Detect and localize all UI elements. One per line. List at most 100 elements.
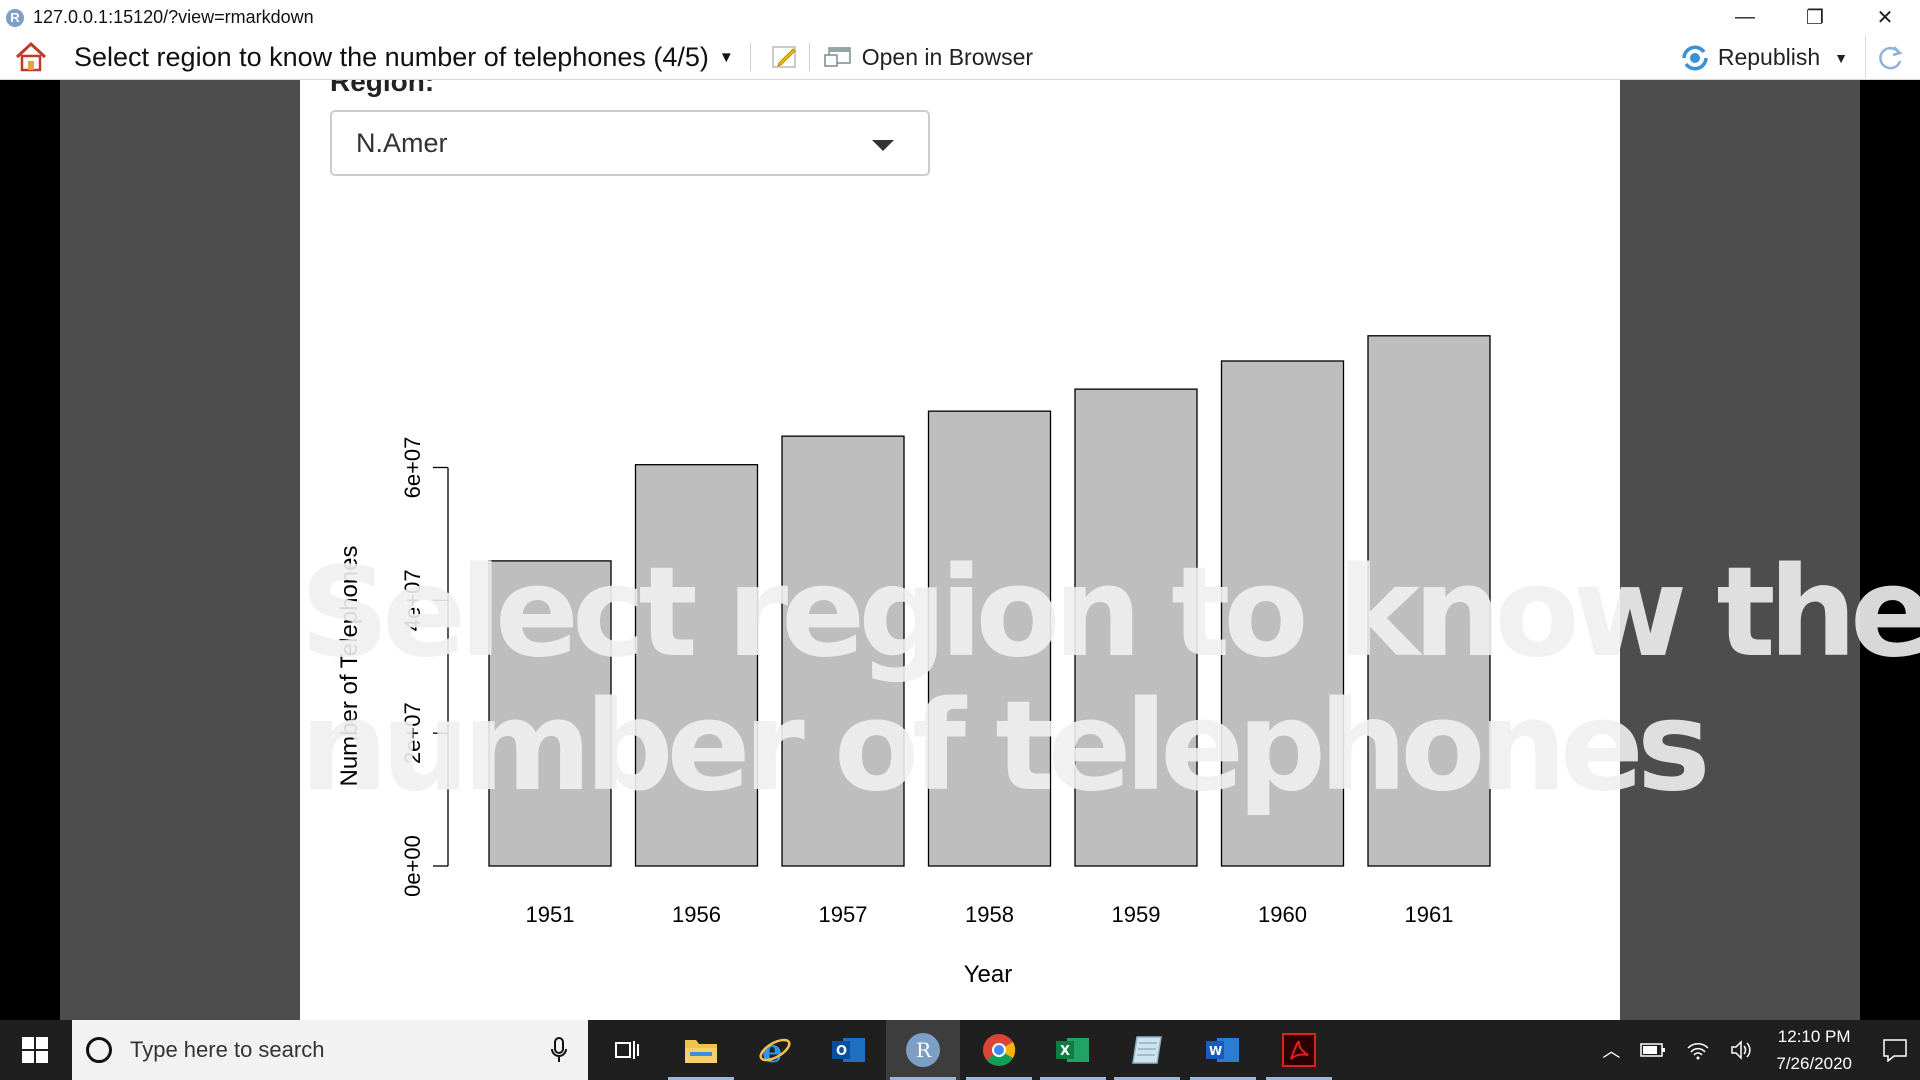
republish-button[interactable]: Republish ▼ (1680, 35, 1848, 80)
home-icon (15, 41, 47, 72)
microphone-icon[interactable] (550, 1036, 568, 1064)
svg-text:X: X (1060, 1044, 1070, 1059)
taskbar-r[interactable]: R (886, 1020, 960, 1080)
bar-1958 (927, 410, 1052, 867)
bar-1959 (1074, 388, 1198, 867)
taskbar-file-explorer[interactable] (664, 1020, 738, 1080)
browser-window-icon (824, 47, 851, 67)
chrome-icon (983, 1034, 1016, 1066)
home-button[interactable] (12, 38, 50, 76)
edit-button[interactable] (769, 42, 801, 72)
republish-label: Republish (1717, 44, 1821, 70)
r-logo-icon: R (6, 8, 24, 27)
open-in-browser-label: Open in Browser (861, 43, 1034, 70)
internet-explorer-icon: e (759, 1033, 791, 1067)
wifi-icon[interactable] (1686, 1040, 1710, 1060)
y-tick-label: 2e+07 (400, 702, 425, 764)
slide-navigator[interactable]: Select region to know the number of tele… (74, 42, 734, 73)
clock-time: 12:10 PM (1777, 1027, 1851, 1046)
acrobat-icon (1282, 1033, 1316, 1067)
viewer-content: Region: N.Amer 1951 1956 1957 1958 1959 1960 1… (0, 80, 1920, 1020)
bar-1960 (1220, 360, 1345, 867)
doc-title: Select region to know the number of tele… (74, 41, 709, 72)
x-tick-label: 1958 (965, 902, 1014, 927)
dropdown-arrow-icon (872, 140, 894, 151)
window-url: 127.0.0.1:15120/?view=rmarkdown (33, 7, 314, 27)
y-axis-title: Number of Telephones (336, 545, 363, 786)
y-tick-label: 4e+07 (400, 569, 425, 631)
x-axis-title: Year (964, 961, 1013, 988)
system-clock[interactable]: 12:10 PM 7/26/2020 (1776, 1023, 1852, 1077)
bar-1956 (634, 464, 759, 867)
open-in-browser-button[interactable]: Open in Browser (824, 44, 1033, 71)
refresh-icon (1879, 45, 1903, 69)
task-view-button[interactable] (590, 1020, 664, 1080)
running-indicator (1190, 1077, 1256, 1080)
taskbar: Type here to search e O (0, 1020, 1920, 1080)
x-tick-label: 1959 (1112, 902, 1161, 927)
bar-1951 (488, 560, 612, 867)
telephones-bar-chart: 1951 1956 1957 1958 1959 1960 1961 0e+00 2e+07 4e… (336, 335, 1491, 988)
search-placeholder: Type here to search (130, 1037, 325, 1062)
system-tray: ︿ 12:10 PM 7/26/2020 (1592, 1020, 1920, 1080)
taskbar-notes-app[interactable] (1110, 1020, 1184, 1080)
viewer-toolbar: Select region to know the number of tele… (0, 35, 1920, 80)
window-title-bar: R 127.0.0.1:15120/?view=rmarkdown — ❐ ✕ (0, 0, 1920, 35)
taskbar-excel[interactable]: X (1036, 1020, 1110, 1080)
folder-icon (685, 1040, 717, 1063)
start-button[interactable] (0, 1020, 70, 1080)
volume-icon[interactable] (1730, 1040, 1752, 1060)
cortana-icon (86, 1037, 112, 1063)
close-button[interactable]: ✕ (1876, 7, 1894, 29)
taskbar-search[interactable]: Type here to search (72, 1020, 588, 1080)
outlook-icon: O (832, 1038, 865, 1062)
svg-text:R: R (916, 1038, 932, 1062)
y-tick-label: 0e+00 (400, 835, 425, 897)
running-indicator (1266, 1077, 1332, 1080)
windows-logo-icon (22, 1037, 48, 1063)
svg-text:O: O (836, 1044, 847, 1059)
notes-app-icon (1132, 1036, 1162, 1064)
show-hidden-icons-icon[interactable]: ︿ (1602, 1041, 1621, 1061)
taskbar-word[interactable]: W (1186, 1020, 1260, 1080)
excel-icon: X (1056, 1038, 1089, 1062)
pencil-icon (772, 46, 796, 68)
running-indicator (1114, 1077, 1180, 1080)
taskbar-acrobat[interactable] (1262, 1020, 1336, 1080)
taskbar-internet-explorer[interactable]: e (738, 1020, 812, 1080)
minimize-button[interactable]: — (1735, 6, 1755, 28)
region-label: Region: (330, 80, 435, 97)
bar-1957 (781, 435, 905, 867)
running-indicator (890, 1077, 956, 1080)
r-app-icon: R (906, 1033, 940, 1067)
word-icon: W (1206, 1038, 1239, 1062)
republish-icon (1682, 45, 1708, 70)
y-tick-label: 6e+07 (400, 437, 425, 499)
action-center-button[interactable] (1870, 1020, 1920, 1080)
region-select-value: N.Amer (356, 127, 448, 158)
x-tick-label: 1956 (672, 902, 721, 927)
refresh-button[interactable] (1865, 35, 1914, 80)
x-tick-label: 1957 (819, 902, 868, 927)
bar-1961 (1367, 335, 1491, 867)
toolbar-divider (749, 43, 751, 71)
x-tick-label: 1961 (1405, 902, 1454, 927)
window-controls: — ❐ ✕ (1710, 0, 1920, 35)
slide: Region: N.Amer 1951 1956 1957 1958 1959 1960 1… (300, 80, 1620, 1020)
x-tick-label: 1951 (526, 902, 575, 927)
region-select[interactable]: N.Amer (330, 110, 930, 176)
running-indicator (966, 1077, 1032, 1080)
chevron-down-icon: ▼ (718, 48, 734, 66)
running-indicator (668, 1077, 734, 1080)
clock-date: 7/26/2020 (1776, 1054, 1852, 1073)
restore-button[interactable]: ❐ (1806, 7, 1824, 29)
toolbar-divider (808, 43, 810, 71)
taskbar-outlook[interactable]: O (812, 1020, 886, 1080)
chevron-down-icon[interactable]: ▼ (1834, 49, 1848, 66)
battery-icon[interactable] (1640, 1042, 1666, 1058)
taskbar-chrome[interactable] (962, 1020, 1036, 1080)
running-indicator (1040, 1077, 1106, 1080)
x-tick-label: 1960 (1258, 902, 1307, 927)
notification-icon (1883, 1039, 1907, 1062)
svg-text:W: W (1209, 1044, 1222, 1058)
